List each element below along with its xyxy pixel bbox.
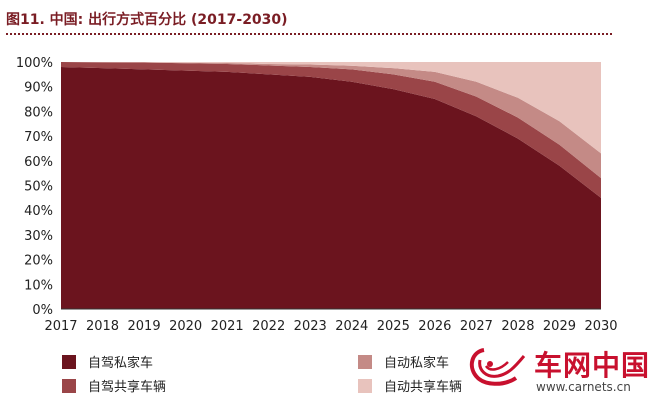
- area-layers: [61, 62, 601, 309]
- x-tick-label: 2025: [377, 319, 410, 334]
- watermark-url: www.carnets.cn: [536, 380, 631, 394]
- watermark: 车网中国 www.carnets.cn: [462, 338, 652, 400]
- x-tick-label: 2030: [584, 319, 617, 334]
- carnets-logo-icon: [469, 348, 526, 386]
- chart-title: 图11. 中国: 出行方式百分比 (2017-2030): [6, 12, 288, 28]
- y-tick-label: 10%: [24, 278, 53, 293]
- legend-item-private-autonomous: 自动私家车: [358, 352, 449, 371]
- y-tick-label: 50%: [24, 180, 53, 195]
- title-divider: [6, 33, 612, 35]
- y-tick-label: 30%: [24, 229, 53, 244]
- legend-swatch-private-autonomous: [358, 354, 372, 369]
- x-tick-label: 2020: [169, 319, 202, 334]
- x-tick-label: 2017: [44, 319, 77, 334]
- legend-item-shared-self-driven: 自驾共享车辆: [62, 376, 166, 395]
- x-tick-label: 2029: [543, 319, 576, 334]
- y-tick-label: 70%: [24, 130, 53, 145]
- y-tick-label: 20%: [24, 254, 53, 269]
- x-tick-label: 2027: [460, 319, 493, 334]
- watermark-brand: 车网中国: [534, 349, 651, 382]
- y-tick-label: 80%: [24, 105, 53, 120]
- x-tick-label: 2019: [128, 319, 161, 334]
- legend-swatch-shared-self-driven: [62, 378, 76, 393]
- legend-label-shared-autonomous: 自动共享车辆: [384, 380, 463, 395]
- area-series-2: [61, 62, 601, 179]
- x-tick-label: 2018: [86, 319, 119, 334]
- legend-swatch-shared-autonomous: [358, 378, 372, 393]
- x-tick-label: 2026: [418, 319, 451, 334]
- x-tick-label: 2028: [501, 319, 534, 334]
- y-tick-label: 40%: [24, 204, 53, 219]
- area-series-3: [61, 62, 601, 154]
- y-tick-label: 0%: [32, 303, 53, 318]
- x-tick-label: 2021: [211, 319, 244, 334]
- legend-label-private-self-driven: 自驾私家车: [88, 356, 154, 371]
- legend-swatch-private-self-driven: [62, 354, 76, 369]
- area-series-0: [61, 66, 601, 309]
- legend-item-private-self-driven: 自驾私家车: [62, 352, 153, 371]
- legend-label-shared-self-driven: 自驾共享车辆: [88, 380, 167, 395]
- legend-item-shared-autonomous: 自动共享车辆: [358, 376, 462, 395]
- legend-label-private-autonomous: 自动私家车: [384, 356, 450, 371]
- y-tick-label: 60%: [24, 155, 53, 170]
- y-tick-label: 90%: [24, 81, 53, 96]
- area-series-1: [61, 62, 601, 198]
- x-tick-label: 2022: [252, 319, 285, 334]
- y-tick-label: 100%: [16, 56, 53, 71]
- x-tick-label: 2023: [294, 319, 327, 334]
- axes: 0% 10% 20% 30% 40% 50% 60% 70% 80% 90% 100% 2017 201…: [16, 56, 618, 334]
- x-tick-label: 2024: [335, 319, 368, 334]
